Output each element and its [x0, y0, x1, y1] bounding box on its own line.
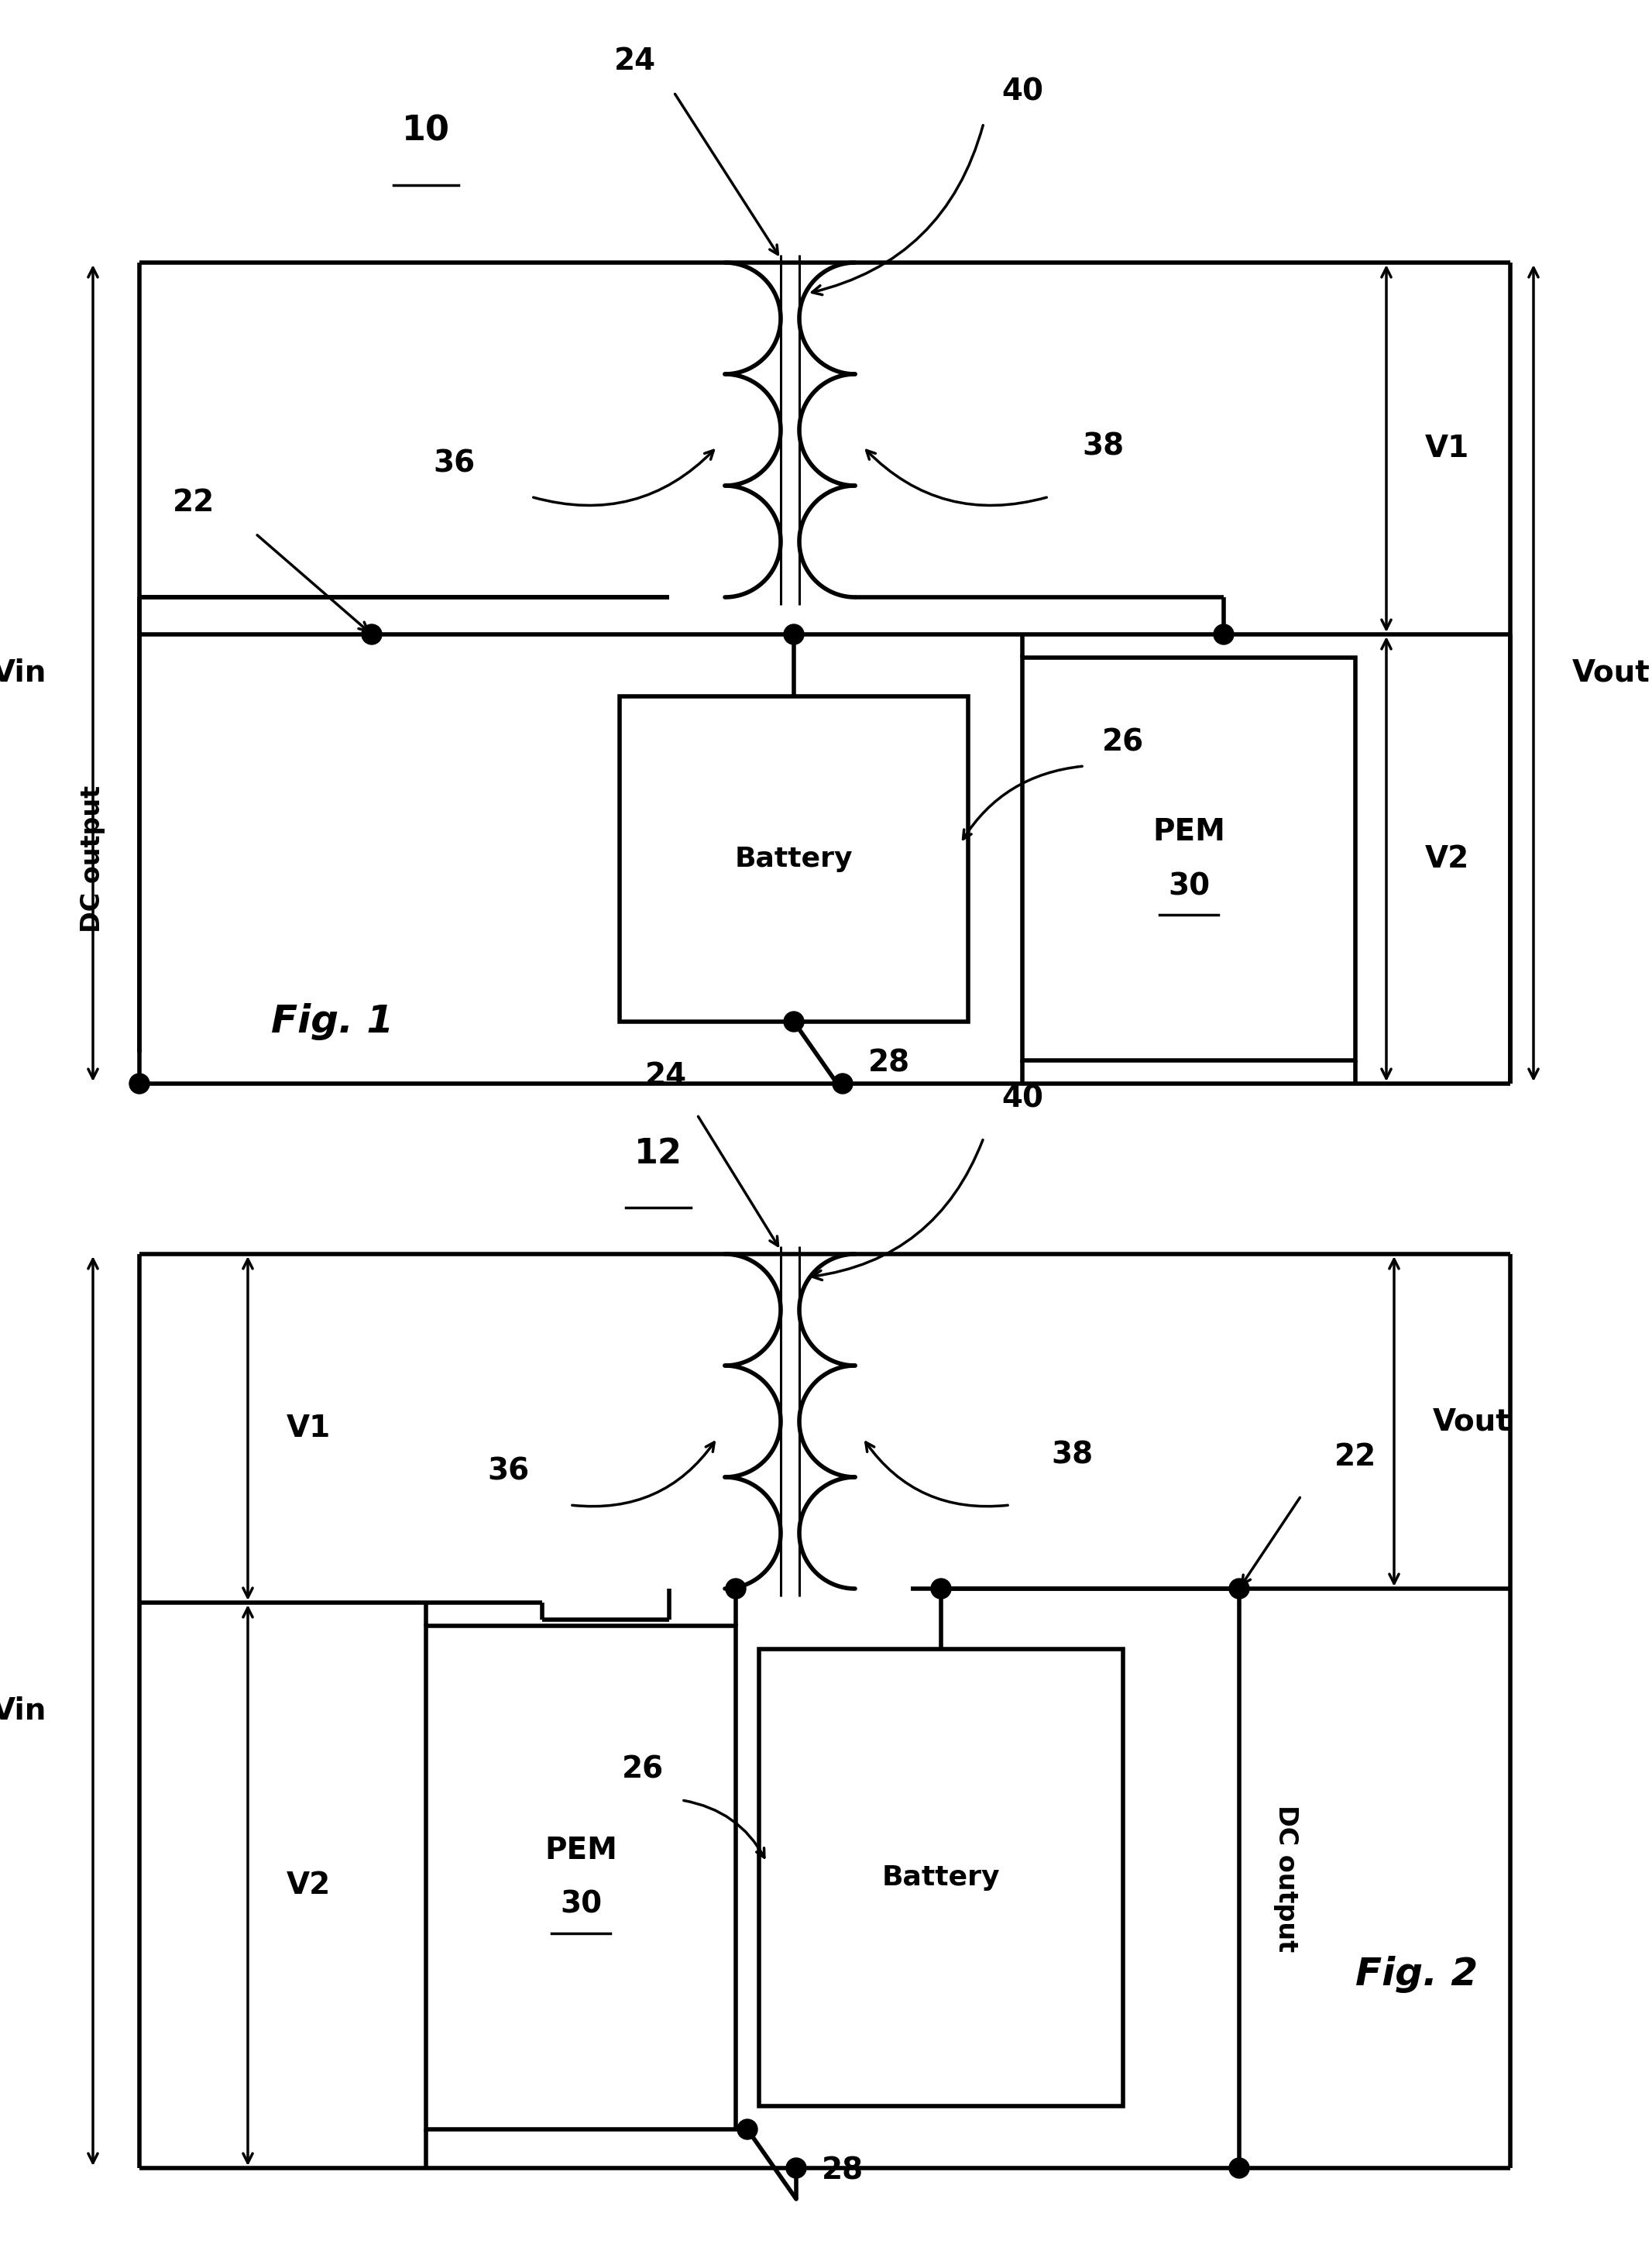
Text: 30: 30	[560, 1890, 601, 1920]
Circle shape	[932, 1578, 952, 1599]
Text: Fig. 2: Fig. 2	[1355, 1956, 1479, 1992]
Circle shape	[783, 624, 805, 644]
Text: 28: 28	[869, 1049, 910, 1078]
Circle shape	[833, 1074, 852, 1094]
Text: V2: V2	[1426, 843, 1469, 873]
Bar	[1023, 658, 1355, 1060]
Text: 22: 22	[1335, 1443, 1376, 1472]
Circle shape	[1214, 624, 1234, 644]
Text: 38: 38	[1051, 1440, 1094, 1470]
Circle shape	[1229, 2157, 1249, 2177]
Text: 36: 36	[433, 448, 474, 477]
Text: 38: 38	[1082, 432, 1123, 461]
Text: 12: 12	[634, 1137, 682, 1169]
Circle shape	[786, 2157, 806, 2177]
Text: V1: V1	[1426, 434, 1469, 464]
Text: DC output: DC output	[81, 785, 106, 932]
Text: Vout: Vout	[1432, 1406, 1512, 1436]
Text: 26: 26	[1102, 728, 1143, 757]
Text: Vin: Vin	[0, 1696, 46, 1725]
Circle shape	[1229, 1578, 1249, 1599]
Text: 26: 26	[621, 1755, 664, 1784]
Text: 30: 30	[1168, 870, 1209, 900]
Text: 40: 40	[1001, 77, 1044, 106]
Text: 24: 24	[615, 47, 656, 77]
Bar	[620, 696, 968, 1022]
Text: Battery: Battery	[882, 1865, 999, 1890]
Text: 40: 40	[1001, 1085, 1044, 1115]
Circle shape	[737, 2119, 758, 2139]
Text: Fig. 1: Fig. 1	[271, 1004, 393, 1040]
Text: DC output: DC output	[1274, 1804, 1298, 1951]
Text: 10: 10	[401, 115, 449, 147]
Text: 24: 24	[646, 1060, 687, 1090]
Circle shape	[725, 1578, 745, 1599]
Text: PEM: PEM	[545, 1836, 618, 1865]
Text: V1: V1	[286, 1413, 330, 1443]
Text: PEM: PEM	[1153, 816, 1226, 846]
Text: V2: V2	[286, 1870, 330, 1899]
Text: 22: 22	[172, 488, 215, 518]
Circle shape	[129, 1074, 149, 1094]
Text: Vout: Vout	[1573, 658, 1650, 687]
Bar	[758, 1648, 1123, 2105]
Text: Battery: Battery	[735, 846, 852, 873]
Circle shape	[783, 1011, 805, 1031]
Bar	[426, 1626, 735, 2130]
Circle shape	[362, 624, 382, 644]
Text: Vin: Vin	[0, 658, 46, 687]
Text: 36: 36	[487, 1456, 529, 1485]
Text: 28: 28	[821, 2157, 864, 2186]
